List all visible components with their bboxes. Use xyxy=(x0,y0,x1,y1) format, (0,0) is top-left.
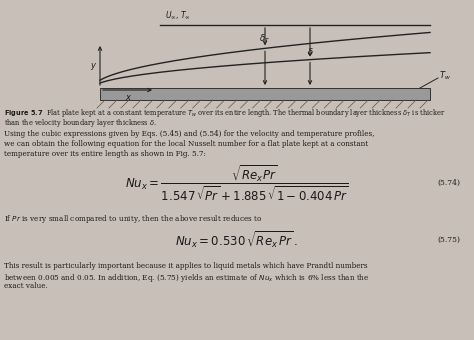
Text: (5.75): (5.75) xyxy=(437,236,460,244)
Text: $U_\infty$, $T_\infty$: $U_\infty$, $T_\infty$ xyxy=(165,9,191,21)
Text: x: x xyxy=(126,94,130,102)
Text: (5.74): (5.74) xyxy=(437,179,460,187)
Bar xyxy=(100,88,430,100)
Text: $\delta$: $\delta$ xyxy=(307,46,313,57)
Text: temperature over its entire length as shown in Fig. 5.7:: temperature over its entire length as sh… xyxy=(4,150,206,158)
Text: If $Pr$ is very small compared to unity, then the above result reduces to: If $Pr$ is very small compared to unity,… xyxy=(4,213,263,225)
Text: exact value.: exact value. xyxy=(4,282,48,290)
Text: we can obtain the following equation for the local Nusselt number for a flat pla: we can obtain the following equation for… xyxy=(4,140,368,148)
Text: between 0.005 and 0.05. In addition, Eq. (5.75) yields an estimate of $Nu_x$ whi: between 0.005 and 0.05. In addition, Eq.… xyxy=(4,272,370,284)
Text: y: y xyxy=(91,62,95,70)
Text: $T_w$: $T_w$ xyxy=(439,70,451,82)
Text: $Nu_x = 0.530\,\sqrt{Re_x\,Pr}\,.$: $Nu_x = 0.530\,\sqrt{Re_x\,Pr}\,.$ xyxy=(175,230,299,251)
Text: This result is particularly important because it applies to liquid metals which : This result is particularly important be… xyxy=(4,262,367,270)
Text: Using the cubic expressions given by Eqs. (5.45) and (5.54) for the velocity and: Using the cubic expressions given by Eqs… xyxy=(4,130,374,138)
Text: than the velocity boundary layer thickness $\delta$.: than the velocity boundary layer thickne… xyxy=(4,117,157,129)
Text: $\delta_T$: $\delta_T$ xyxy=(259,33,271,45)
Text: $\mathbf{Figure\ 5.7}$  Flat plate kept at a constant temperature $T_w$ over its: $\mathbf{Figure\ 5.7}$ Flat plate kept a… xyxy=(4,107,446,119)
Text: $Nu_x = \dfrac{\sqrt{Re_x Pr}}{1.547\,\sqrt{Pr} + 1.885\,\sqrt{1-0.404\,Pr}}$: $Nu_x = \dfrac{\sqrt{Re_x Pr}}{1.547\,\s… xyxy=(125,164,349,203)
